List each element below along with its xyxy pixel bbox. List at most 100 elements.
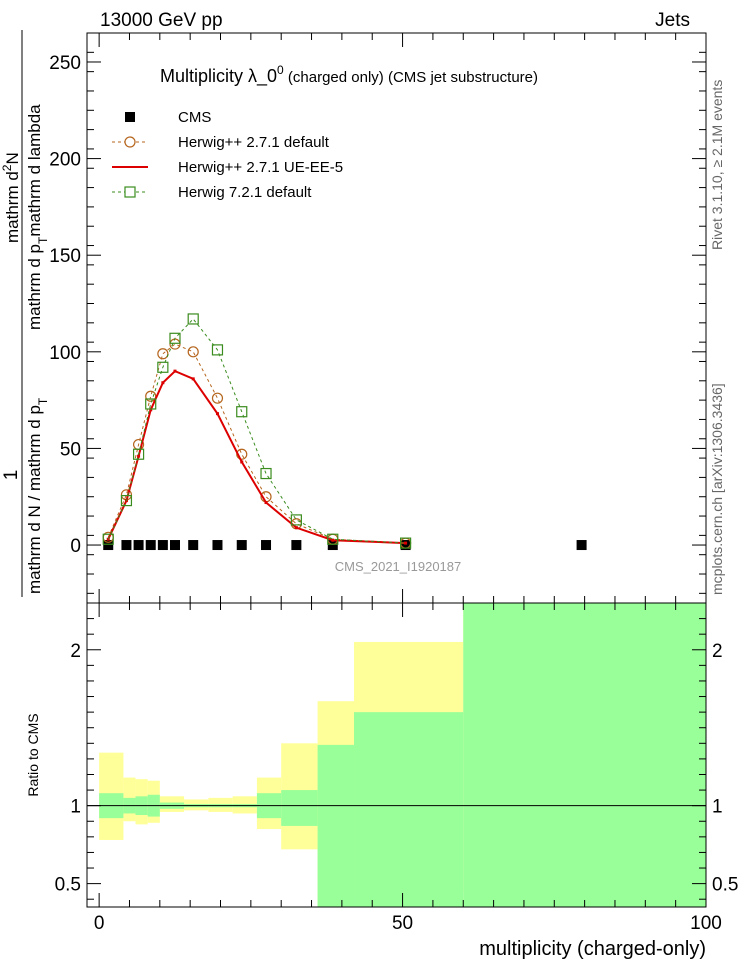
legend-marker-square xyxy=(124,186,136,198)
ratio-y-tick-label: 2 xyxy=(70,641,81,662)
herwig7-point xyxy=(400,537,412,549)
y-label-numerator: 1 xyxy=(1,470,22,481)
herwig7-point xyxy=(169,332,181,344)
x-axis-label: multiplicity (charged-only) xyxy=(479,938,706,960)
cms-data-point xyxy=(291,540,302,551)
ratio-y-tick-label-right: 1 xyxy=(712,797,723,818)
y-label-top-sup: 2 xyxy=(0,164,14,171)
herwig7-point xyxy=(102,533,114,545)
x-tick-label: 0 xyxy=(94,913,105,934)
y-label-top-den-a: mathrm d p xyxy=(25,244,44,330)
ue-ee5-point xyxy=(240,460,244,464)
ue-ee5-point xyxy=(173,369,177,373)
series-herwig-2-7-1-ue-ee-5 xyxy=(106,369,408,545)
cms-data-point xyxy=(188,540,199,551)
cms-data-point xyxy=(169,540,180,551)
cms-data-point xyxy=(145,540,156,551)
y-label-top-den-b: mathrm d lambda xyxy=(25,104,44,237)
ue-ee5-point xyxy=(294,526,298,530)
mcplots-label: mcplots.cern.ch [arXiv:1306.3436] xyxy=(709,383,725,595)
ratio-inner-band-bin xyxy=(463,603,706,907)
main-plot-content: 0 50 100 150 200 250 xyxy=(49,33,707,603)
y-label-den-a: mathrm d N / mathrm d p xyxy=(25,405,44,594)
x-tick-label: 50 xyxy=(392,913,413,934)
cms-data-point xyxy=(212,540,223,551)
legend-label: Herwig++ 2.7.1 default xyxy=(178,134,330,151)
legend-label: CMS xyxy=(178,109,211,126)
cms-data-point xyxy=(157,540,168,551)
y-label-inner-den: mathrm d pTmathrm d lambda xyxy=(25,104,50,330)
ue-ee5-point xyxy=(191,377,195,381)
y-label-denominator: mathrm d N / mathrm d pT xyxy=(25,397,50,594)
legend-item: Herwig++ 2.7.1 default xyxy=(112,134,330,151)
legend: CMS Herwig++ 2.7.1 default Herwig++ 2.7.1 … xyxy=(112,109,343,201)
cms-data-point xyxy=(121,540,132,551)
y-tick-label: 100 xyxy=(49,343,81,364)
legend-item: CMS xyxy=(125,109,211,126)
y-tick-label: 150 xyxy=(49,246,81,267)
series-cms xyxy=(103,540,587,551)
y-tick-label: 250 xyxy=(49,53,81,74)
ratio-y-tick-label: 1 xyxy=(70,797,81,818)
herwig7-point xyxy=(211,344,224,356)
herwig7-point xyxy=(145,398,157,410)
herwig7-point xyxy=(290,514,302,526)
analysis-watermark: CMS_2021_I1920187 xyxy=(335,559,462,574)
herwig7-point xyxy=(157,361,169,373)
legend-marker-circle xyxy=(124,136,136,148)
ratio-y-tick-label-right: 2 xyxy=(712,641,723,662)
main-y-axis-label: 1 mathrm d N / mathrm d pT mathrm d2N ma… xyxy=(0,30,50,597)
series-line xyxy=(107,318,406,544)
y-label-top-den-sub: T xyxy=(36,236,50,244)
herwig7-point xyxy=(187,313,199,325)
ratio-plot-frame xyxy=(86,602,707,908)
plot-title: Multiplicity λ_00 (charged only) (CMS je… xyxy=(160,63,538,87)
herwig-default-point xyxy=(211,392,224,404)
ue-ee5-point xyxy=(137,454,141,458)
cms-data-point xyxy=(103,540,114,551)
y-label-top-a: mathrm d xyxy=(3,171,22,243)
cms-data-point xyxy=(400,540,411,551)
ratio-y-tick-label: 0.5 xyxy=(55,875,81,896)
y-tick-label: 0 xyxy=(70,536,81,557)
rivet-version-label: Rivet 3.1.10, ≥ 2.1M events xyxy=(709,80,725,250)
legend-marker-filled-square xyxy=(125,112,135,122)
y-tick-label: 50 xyxy=(60,439,81,460)
y-label-den-sub: T xyxy=(36,397,50,405)
herwig7-point xyxy=(120,494,133,507)
legend-item: Herwig++ 2.7.1 UE-EE-5 xyxy=(112,159,343,176)
y-label-inner: mathrm d2N xyxy=(0,152,22,243)
herwig-default-point xyxy=(157,348,169,360)
ue-ee5-point xyxy=(264,501,268,505)
cms-data-point xyxy=(261,540,272,551)
series-herwig-7-2-1-default xyxy=(102,313,412,549)
ratio-y-axis-label: Ratio to CMS xyxy=(25,713,41,796)
ratio-inner-band-bin xyxy=(281,790,318,826)
herwig-default-point xyxy=(169,338,181,350)
plot-title-rest: (charged only) (CMS jet substructure) xyxy=(284,69,538,86)
y-label-top-b: N xyxy=(3,152,22,164)
legend-label: Herwig++ 2.7.1 UE-EE-5 xyxy=(178,159,343,176)
series-line xyxy=(107,369,406,545)
legend-item: Herwig 7.2.1 default xyxy=(112,184,312,201)
herwig-default-point xyxy=(187,346,199,358)
ratio-inner-band-bin xyxy=(354,712,464,907)
series-line xyxy=(107,343,406,544)
ue-ee5-point xyxy=(149,408,153,412)
header-energy: 13000 GeV pp xyxy=(100,10,223,31)
cms-data-point xyxy=(133,540,144,551)
cms-data-point xyxy=(236,540,247,551)
ue-ee5-point xyxy=(331,538,335,542)
ratio-inner-band-bin xyxy=(317,744,355,907)
ratio-y-tick-label-right: 0.5 xyxy=(712,875,738,896)
ratio-plot-content: 0.5 0.5 1 1 2 2 0 50 100 xyxy=(55,603,738,934)
ue-ee5-point xyxy=(404,541,408,545)
herwig7-point xyxy=(132,448,145,460)
x-tick-label: 100 xyxy=(690,913,722,934)
plot-title-main: Multiplicity λ_0 xyxy=(160,66,277,87)
legend-label: Herwig 7.2.1 default xyxy=(178,184,312,201)
herwig7-point xyxy=(236,406,248,418)
plot-title-superscript: 0 xyxy=(277,63,284,77)
cms-data-point xyxy=(576,540,587,551)
herwig7-point xyxy=(260,467,272,480)
